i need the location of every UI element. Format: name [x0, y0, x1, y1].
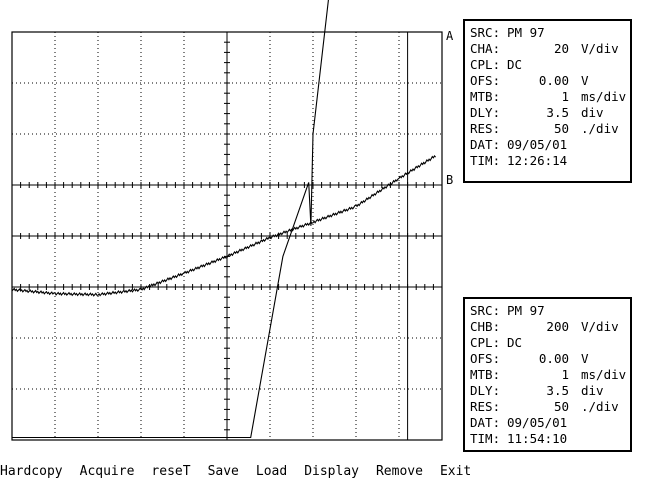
- channel-b-settings-panel: SRC: PM 97 CHB: 200 V/div CPL: DC OFS: 0.00 V …: [463, 297, 632, 452]
- timebase-value: 1: [561, 89, 569, 104]
- exit-menu-item[interactable]: Exit: [439, 464, 472, 479]
- time-value: 11:54:10: [507, 431, 568, 446]
- display-menu-item[interactable]: Display: [304, 464, 359, 479]
- channel-a-settings-panel: SRC: PM 97 CHA: 20 V/div CPL: DC OFS: 0.00 V M…: [463, 19, 632, 183]
- resolution-value: 50: [553, 399, 569, 414]
- delay-row: DLY: 3.5 div: [470, 383, 604, 398]
- trace-b: [11, 154, 437, 297]
- trace-b-marker: B: [446, 173, 454, 187]
- time-row: TIM: 11:54:10: [470, 431, 568, 446]
- waveform-traces: [11, 0, 437, 439]
- remove-menu-item[interactable]: Remove: [375, 464, 423, 479]
- time-row: TIM: 12:26:14: [470, 153, 568, 168]
- save-menu-item[interactable]: Save: [207, 464, 239, 479]
- reset-menu-item[interactable]: reseT: [151, 464, 191, 479]
- function-key-menu: Hardcopy Acquire reseT Save Load Display…: [0, 462, 646, 482]
- channel-scale-row: CHB: 200 V/div: [470, 319, 619, 334]
- hardcopy-menu-item[interactable]: Hardcopy: [0, 464, 63, 479]
- source-value: PM 97: [507, 303, 545, 318]
- coupling-value: DC: [507, 335, 523, 350]
- offset-value: 0.00: [538, 351, 569, 366]
- time-value: 12:26:14: [507, 153, 568, 168]
- acquire-menu-item[interactable]: Acquire: [79, 464, 135, 479]
- resolution-row: RES: 50 ./div: [470, 121, 619, 136]
- timebase-row: MTB: 1 ms/div: [470, 89, 627, 104]
- resolution-row: RES: 50 ./div: [470, 399, 619, 414]
- date-value: 09/05/01: [507, 415, 568, 430]
- timebase-value: 1: [561, 367, 569, 382]
- coupling-row: CPL: DC: [470, 335, 523, 350]
- channel-scale-row: CHA: 20 V/div: [470, 41, 619, 56]
- offset-row: OFS: 0.00 V: [470, 73, 589, 88]
- timebase-row: MTB: 1 ms/div: [470, 367, 627, 382]
- resolution-value: 50: [553, 121, 569, 136]
- delay-value: 3.5: [546, 383, 569, 398]
- source-row: SRC: PM 97: [470, 303, 545, 318]
- graticule-grid: [11, 31, 443, 441]
- coupling-row: CPL: DC: [470, 57, 523, 72]
- coupling-value: DC: [507, 57, 523, 72]
- load-menu-item[interactable]: Load: [255, 464, 288, 479]
- trace-a-marker: A: [446, 29, 454, 43]
- delay-value: 3.5: [546, 105, 569, 120]
- volts-per-div-value: 20: [553, 41, 569, 56]
- volts-per-div-value: 200: [546, 319, 569, 334]
- delay-row: DLY: 3.5 div: [470, 105, 604, 120]
- source-value: PM 97: [507, 25, 545, 40]
- date-value: 09/05/01: [507, 137, 568, 152]
- date-row: DAT: 09/05/01: [470, 415, 568, 430]
- source-row: SRC: PM 97: [470, 25, 545, 40]
- trace-a: [12, 0, 329, 439]
- date-row: DAT: 09/05/01: [470, 137, 568, 152]
- offset-value: 0.00: [538, 73, 569, 88]
- offset-row: OFS: 0.00 V: [470, 351, 589, 366]
